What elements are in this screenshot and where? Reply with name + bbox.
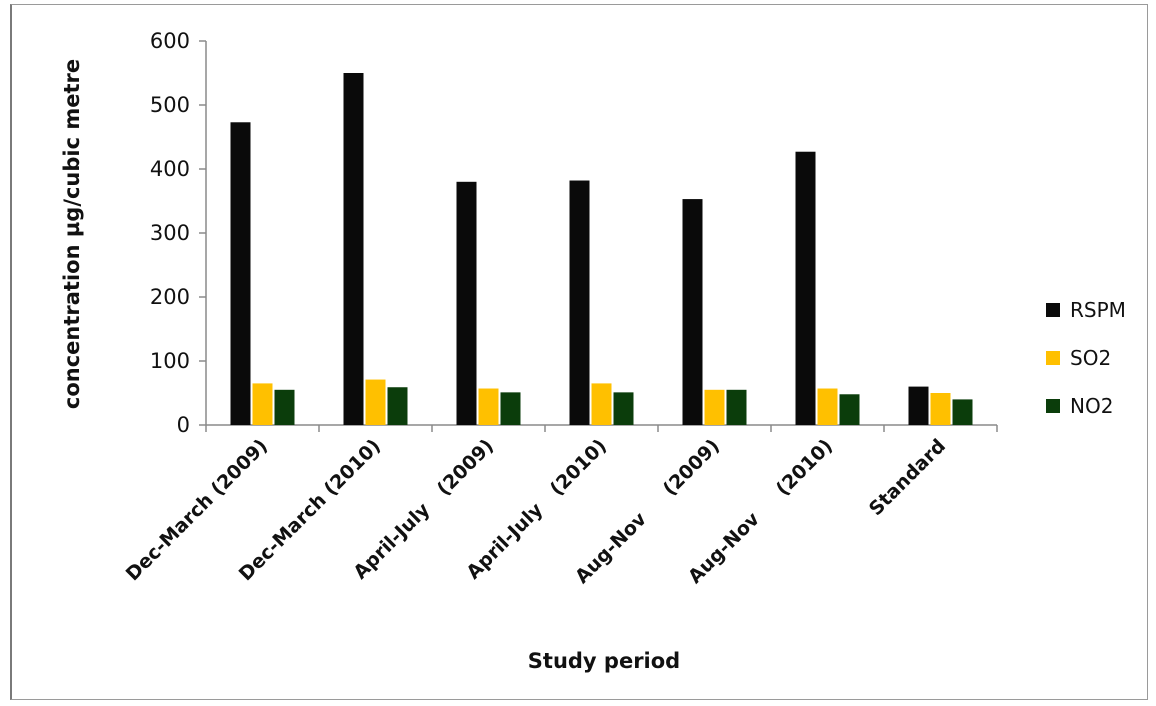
bar-so2-1 bbox=[252, 383, 273, 425]
y-axis: 0 100 200 300 400 500 600 bbox=[150, 29, 207, 437]
legend-swatch-rspm bbox=[1046, 303, 1060, 317]
bar-rspm-3 bbox=[456, 181, 477, 425]
y-tick-label: 0 bbox=[177, 413, 190, 437]
bar-no2-1 bbox=[274, 389, 295, 425]
bar-rspm-2 bbox=[343, 73, 364, 425]
bar-no2-6 bbox=[839, 394, 860, 425]
bar-so2-4 bbox=[591, 383, 612, 425]
y-tick-label: 200 bbox=[150, 285, 190, 309]
bar-so2-2 bbox=[365, 379, 386, 425]
y-tick-label: 600 bbox=[150, 29, 190, 53]
bar-no2-5 bbox=[726, 389, 747, 425]
y-tick-label: 400 bbox=[150, 157, 190, 181]
bar-rspm-5 bbox=[682, 199, 703, 425]
bar-rspm-4 bbox=[569, 180, 590, 425]
legend-swatch-so2 bbox=[1046, 351, 1060, 365]
bar-rspm-7 bbox=[908, 386, 929, 425]
bar-so2-5 bbox=[704, 389, 725, 425]
legend-label-no2: NO2 bbox=[1070, 394, 1113, 418]
bar-no2-4 bbox=[613, 392, 634, 425]
bar-so2-7 bbox=[930, 393, 951, 425]
y-axis-title: concentration µg/cubic metre bbox=[60, 59, 84, 409]
bar-rspm-1 bbox=[230, 122, 251, 425]
x-tick-labels: Dec-March (2009)Dec-March (2010)April-Ju… bbox=[122, 435, 950, 588]
bars bbox=[230, 73, 973, 425]
legend-swatch-no2 bbox=[1046, 399, 1060, 413]
bar-no2-2 bbox=[387, 387, 408, 425]
y-tick-label: 100 bbox=[150, 349, 190, 373]
y-tick-label: 300 bbox=[150, 221, 190, 245]
legend: RSPM SO2 NO2 bbox=[1046, 298, 1126, 418]
bar-rspm-6 bbox=[795, 151, 816, 425]
y-tick-label: 500 bbox=[150, 93, 190, 117]
x-tick-label: Standard bbox=[865, 435, 950, 520]
bar-so2-6 bbox=[817, 388, 838, 425]
bar-so2-3 bbox=[478, 388, 499, 425]
legend-label-so2: SO2 bbox=[1070, 346, 1111, 370]
legend-label-rspm: RSPM bbox=[1070, 298, 1126, 322]
x-axis-title: Study period bbox=[528, 649, 680, 673]
bar-no2-3 bbox=[500, 392, 521, 425]
x-axis bbox=[205, 424, 998, 432]
bar-no2-7 bbox=[952, 399, 973, 425]
